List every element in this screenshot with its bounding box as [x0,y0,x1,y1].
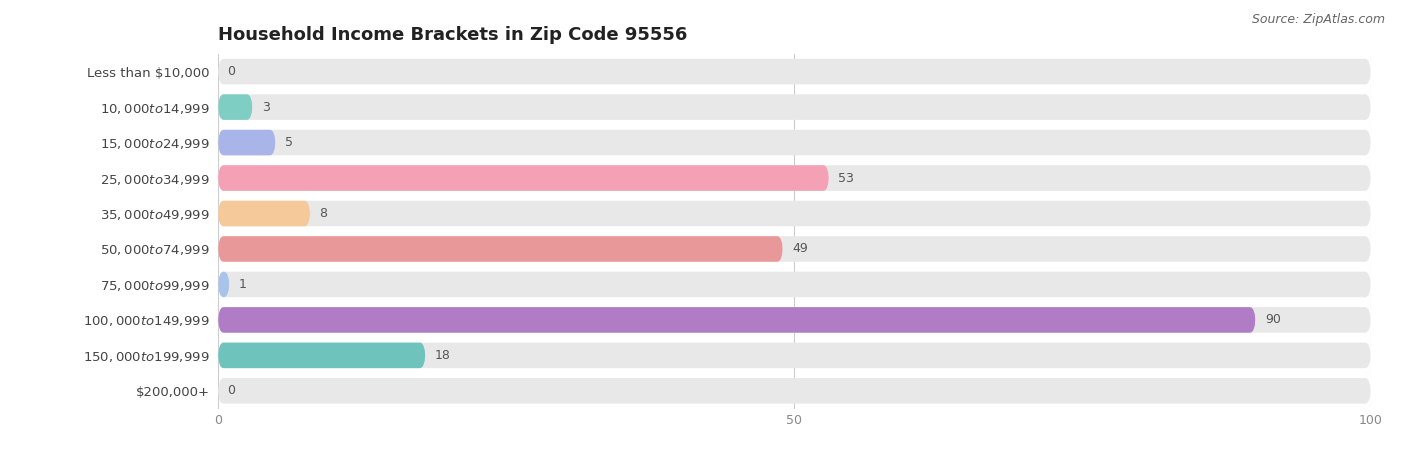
FancyBboxPatch shape [218,59,1371,84]
FancyBboxPatch shape [218,236,1371,262]
Text: 90: 90 [1265,313,1281,326]
FancyBboxPatch shape [218,201,1371,226]
Text: 53: 53 [838,172,853,185]
Text: 5: 5 [285,136,292,149]
FancyBboxPatch shape [218,272,1371,297]
FancyBboxPatch shape [218,343,426,368]
FancyBboxPatch shape [218,130,1371,155]
FancyBboxPatch shape [218,378,1371,404]
Text: Household Income Brackets in Zip Code 95556: Household Income Brackets in Zip Code 95… [218,26,688,44]
Text: 3: 3 [262,101,270,114]
Text: 8: 8 [319,207,328,220]
FancyBboxPatch shape [218,307,1371,333]
FancyBboxPatch shape [218,236,783,262]
FancyBboxPatch shape [218,94,253,120]
FancyBboxPatch shape [218,165,830,191]
Text: 0: 0 [228,65,235,78]
FancyBboxPatch shape [218,307,1256,333]
FancyBboxPatch shape [218,94,1371,120]
FancyBboxPatch shape [218,130,276,155]
FancyBboxPatch shape [218,343,1371,368]
FancyBboxPatch shape [218,201,311,226]
FancyBboxPatch shape [218,165,1371,191]
Text: 1: 1 [239,278,246,291]
FancyBboxPatch shape [218,272,229,297]
Text: 18: 18 [434,349,450,362]
Text: 49: 49 [792,242,808,255]
Text: Source: ZipAtlas.com: Source: ZipAtlas.com [1251,13,1385,26]
Text: 0: 0 [228,384,235,397]
